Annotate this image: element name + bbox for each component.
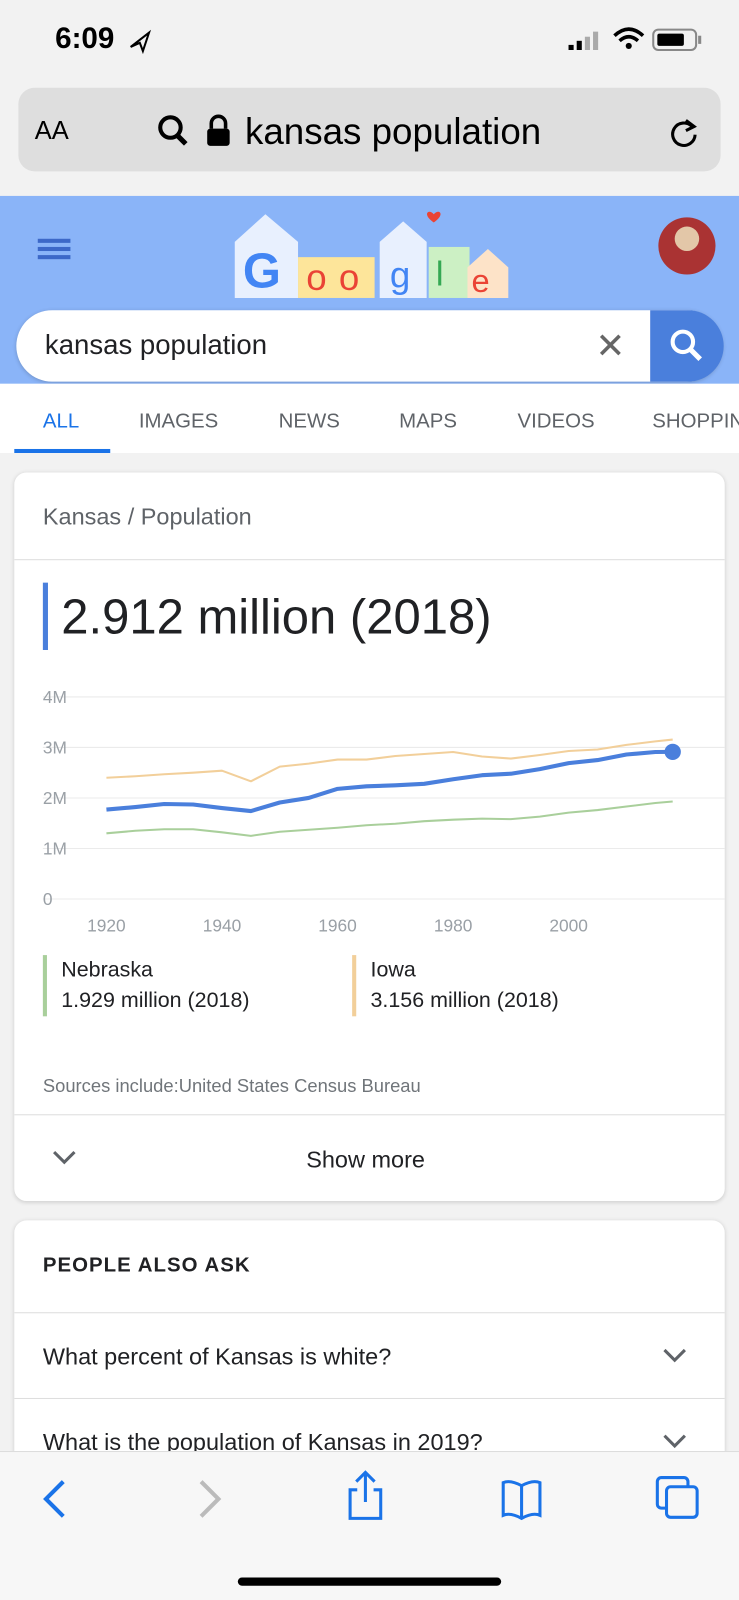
address-bar[interactable] <box>18 87 721 172</box>
sources: Sources include:United States Census Bur… <box>42 1075 421 1096</box>
reload-icon[interactable] <box>665 114 702 151</box>
status-icons <box>130 27 702 55</box>
legend-value: 3.156 million (2018) <box>370 988 559 1013</box>
breadcrumb-separator: / <box>127 503 135 530</box>
divider <box>14 559 725 561</box>
legend-bar <box>42 955 47 1017</box>
headline: 2.912 million (2018) <box>61 590 492 645</box>
search-input[interactable]: kansas population <box>44 329 268 361</box>
x-tick-label: 1920 <box>87 916 126 936</box>
svg-text:g: g <box>390 255 410 296</box>
toolbar-icons <box>43 1470 699 1586</box>
svg-text:G: G <box>243 245 281 299</box>
tabs: ALL IMAGES NEWS MAPS VIDEOS SHOPPING <box>0 383 739 454</box>
svg-text:e: e <box>472 262 490 299</box>
chart: 0 1M 2M 3M 4M 1920 1940 1960 1980 2000 <box>42 687 725 936</box>
series-line <box>106 738 673 783</box>
tab[interactable]: SHOPPING <box>652 410 739 433</box>
home-indicator <box>237 1577 502 1586</box>
divider <box>14 1114 725 1116</box>
divider <box>14 1312 725 1314</box>
series-line <box>106 749 673 814</box>
show-more[interactable]: Show more <box>306 1145 425 1173</box>
question[interactable]: What is the population of Kansas in 2019… <box>42 1428 483 1456</box>
population-card <box>14 472 725 1202</box>
tab[interactable]: ALL <box>42 410 80 433</box>
legend-name: Nebraska <box>61 958 153 982</box>
search-lock-icons <box>158 114 230 146</box>
svg-text:o: o <box>339 257 359 298</box>
tab[interactable]: NEWS <box>278 410 340 433</box>
search-button[interactable] <box>650 310 724 382</box>
legend-value: 1.929 million (2018) <box>61 988 250 1013</box>
tab[interactable]: VIDEOS <box>517 410 595 433</box>
x-tick-label: 1980 <box>434 916 473 936</box>
y-tick-label: 2M <box>43 788 67 808</box>
clear-button[interactable] <box>592 327 629 364</box>
address-text: kansas population <box>244 110 542 153</box>
tabs-button[interactable] <box>655 1476 699 1519</box>
x-tick-label: 1960 <box>318 916 357 936</box>
svg-text:l: l <box>436 256 444 294</box>
breadcrumb-item[interactable]: Kansas <box>42 503 122 530</box>
search-icon <box>670 329 703 361</box>
breadcrumb-item[interactable]: Population <box>140 503 252 530</box>
y-tick-label: 0 <box>43 889 53 909</box>
forward-button[interactable] <box>199 1480 222 1518</box>
search-box[interactable] <box>16 310 723 382</box>
legend-name: Iowa <box>370 958 416 982</box>
chevron <box>663 1434 686 1449</box>
x-tick-label: 1940 <box>203 916 242 936</box>
series-line <box>106 800 673 837</box>
bookmarks-button[interactable] <box>501 1480 542 1521</box>
y-tick-label: 1M <box>43 839 67 859</box>
clock: 6:09 <box>55 22 115 56</box>
breadcrumb: Kansas / Population <box>43 503 252 531</box>
y-tick-label: 3M <box>43 738 67 758</box>
x-tick-label: 2000 <box>549 916 588 936</box>
svg-text:o: o <box>306 257 326 298</box>
divider <box>14 1397 725 1399</box>
share-button[interactable] <box>348 1470 383 1520</box>
chevron <box>53 1150 76 1165</box>
back-button[interactable] <box>43 1480 65 1518</box>
tab-indicator <box>14 448 111 454</box>
question[interactable]: What percent of Kansas is white? <box>42 1342 392 1370</box>
y-tick-label: 4M <box>43 687 67 707</box>
chevron <box>663 1348 686 1363</box>
tab[interactable]: MAPS <box>399 410 457 433</box>
end-point <box>664 743 681 761</box>
legend-bar <box>352 955 357 1017</box>
section-title: PEOPLE ALSO ASK <box>42 1254 251 1277</box>
tab[interactable]: IMAGES <box>138 410 219 433</box>
headline-bar <box>42 582 48 650</box>
text-size-button[interactable]: AA <box>34 116 69 145</box>
